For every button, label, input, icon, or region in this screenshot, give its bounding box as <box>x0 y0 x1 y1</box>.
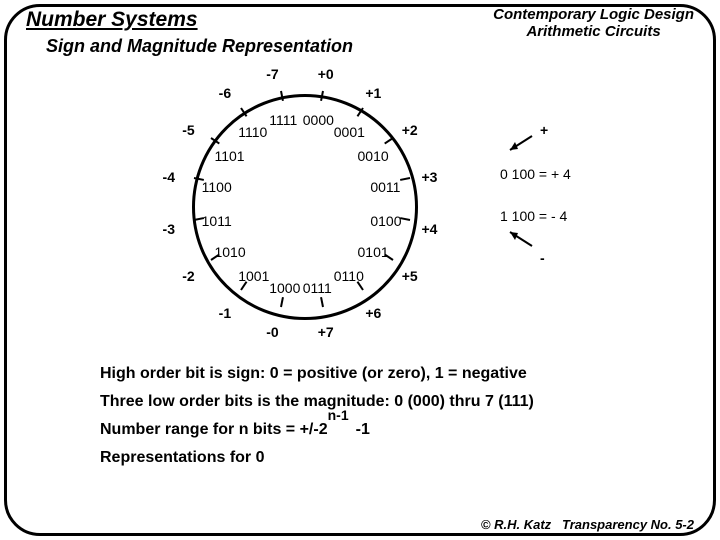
wheel-binary-label: 0000 <box>303 112 334 128</box>
wheel-decimal-label: +7 <box>318 324 334 340</box>
wheel-decimal-label: -4 <box>163 169 175 185</box>
wheel-decimal-label: -7 <box>266 66 278 82</box>
header-right: Contemporary Logic Design Arithmetic Cir… <box>493 6 694 41</box>
plus-label: + <box>540 122 548 138</box>
wheel-binary-label: 1011 <box>202 213 232 229</box>
note-line-1: High order bit is sign: 0 = positive (or… <box>100 366 680 382</box>
wheel-decimal-label: -1 <box>219 305 231 321</box>
wheel-decimal-label: +4 <box>421 221 437 237</box>
example-positive: 0 100 = + 4 <box>500 166 571 182</box>
wheel-decimal-label: +2 <box>402 122 418 138</box>
notes-block: High order bit is sign: 0 = positive (or… <box>100 366 680 478</box>
wheel-binary-label: 0011 <box>370 179 400 195</box>
plus-arrow-icon <box>502 132 538 156</box>
note-line-2: Three low order bits is the magnitude: 0… <box>100 394 680 410</box>
wheel-diagram: 1111-70000+00001+10010+20011+30100+40101… <box>120 74 620 354</box>
wheel-binary-label: 0010 <box>358 148 389 164</box>
wheel-binary-label: 1111 <box>269 112 297 128</box>
note3-superscript: n-1 <box>328 408 349 422</box>
wheel-decimal-label: +5 <box>402 268 418 284</box>
wheel-binary-label: 1010 <box>214 244 245 260</box>
wheel-binary-label: 0001 <box>334 124 365 140</box>
wheel-binary-label: 1101 <box>214 148 244 164</box>
wheel-binary-label: 1001 <box>238 268 269 284</box>
wheel-decimal-label: +6 <box>365 305 381 321</box>
wheel-binary-label: 0111 <box>303 280 332 296</box>
wheel-decimal-label: +3 <box>421 169 437 185</box>
wheel-decimal-label: -0 <box>266 324 278 340</box>
wheel-decimal-label: -2 <box>182 268 194 284</box>
header-right-line1: Contemporary Logic Design <box>493 6 694 23</box>
wheel-binary-label: 1110 <box>238 124 267 140</box>
note-line-4: Representations for 0 <box>100 450 680 466</box>
wheel-binary-label: 0101 <box>358 244 389 260</box>
minus-label: - <box>540 250 545 266</box>
wheel-binary-label: 1000 <box>269 280 300 296</box>
wheel-decimal-label: -3 <box>163 221 175 237</box>
copyright: © R.H. Katz <box>481 517 551 532</box>
minus-arrow-icon <box>502 228 538 252</box>
example-negative: 1 100 = - 4 <box>500 208 567 224</box>
page-title: Number Systems <box>26 8 198 32</box>
wheel-binary-label: 0110 <box>334 268 364 284</box>
page-subtitle: Sign and Magnitude Representation <box>46 36 353 57</box>
transparency-number: Transparency No. 5-2 <box>562 517 694 532</box>
wheel-decimal-label: -6 <box>219 85 231 101</box>
header-right-line2: Arithmetic Circuits <box>493 23 694 40</box>
footer: © R.H. Katz Transparency No. 5-2 <box>481 517 694 532</box>
wheel-decimal-label: +1 <box>365 85 381 101</box>
note-line-3: Number range for n bits = +/-2n-1-1 <box>100 422 680 438</box>
note3-suffix: -1 <box>356 421 370 438</box>
wheel-decimal-label: +0 <box>318 66 334 82</box>
wheel-binary-label: 1100 <box>202 179 232 195</box>
note3-prefix: Number range for n bits = +/-2 <box>100 421 328 438</box>
wheel-decimal-label: -5 <box>182 122 194 138</box>
wheel-binary-label: 0100 <box>370 213 401 229</box>
